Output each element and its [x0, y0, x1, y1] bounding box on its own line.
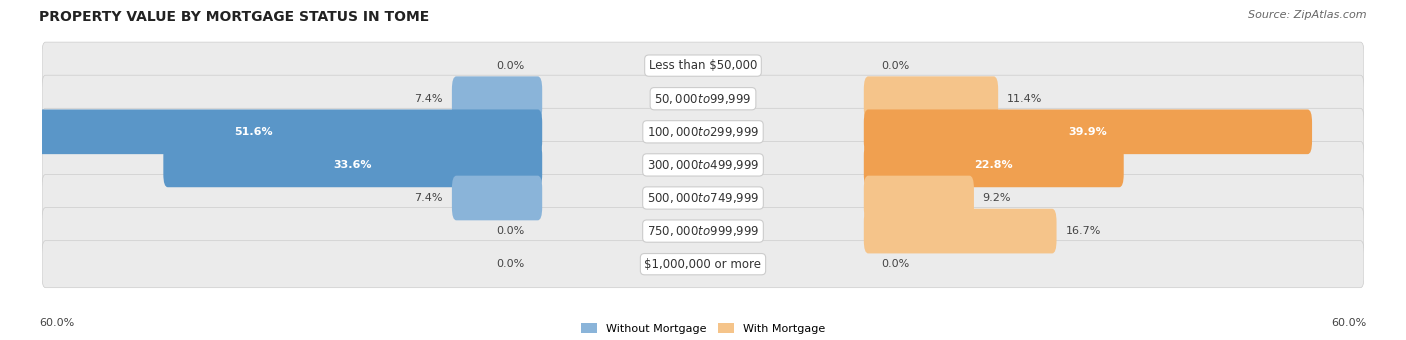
- Legend: Without Mortgage, With Mortgage: Without Mortgage, With Mortgage: [576, 318, 830, 338]
- FancyBboxPatch shape: [42, 208, 1364, 255]
- Text: PROPERTY VALUE BY MORTGAGE STATUS IN TOME: PROPERTY VALUE BY MORTGAGE STATUS IN TOM…: [39, 10, 430, 24]
- FancyBboxPatch shape: [863, 109, 1312, 154]
- Text: $50,000 to $99,999: $50,000 to $99,999: [654, 92, 752, 106]
- Text: 0.0%: 0.0%: [882, 61, 910, 71]
- FancyBboxPatch shape: [42, 174, 1364, 221]
- FancyBboxPatch shape: [863, 142, 1123, 187]
- FancyBboxPatch shape: [42, 241, 1364, 288]
- Text: $750,000 to $999,999: $750,000 to $999,999: [647, 224, 759, 238]
- Text: $300,000 to $499,999: $300,000 to $499,999: [647, 158, 759, 172]
- FancyBboxPatch shape: [863, 76, 998, 121]
- Text: 51.6%: 51.6%: [235, 127, 273, 137]
- FancyBboxPatch shape: [42, 108, 1364, 155]
- Text: Source: ZipAtlas.com: Source: ZipAtlas.com: [1249, 10, 1367, 20]
- FancyBboxPatch shape: [451, 76, 543, 121]
- FancyBboxPatch shape: [163, 142, 543, 187]
- FancyBboxPatch shape: [42, 75, 1364, 122]
- Text: 0.0%: 0.0%: [496, 61, 524, 71]
- FancyBboxPatch shape: [0, 109, 543, 154]
- Text: Less than $50,000: Less than $50,000: [648, 59, 758, 72]
- Text: 7.4%: 7.4%: [415, 94, 443, 104]
- Text: 60.0%: 60.0%: [1331, 318, 1367, 328]
- Text: $1,000,000 or more: $1,000,000 or more: [644, 258, 762, 271]
- FancyBboxPatch shape: [42, 141, 1364, 188]
- FancyBboxPatch shape: [42, 42, 1364, 89]
- Text: 9.2%: 9.2%: [983, 193, 1011, 203]
- Text: 39.9%: 39.9%: [1069, 127, 1108, 137]
- Text: 22.8%: 22.8%: [974, 160, 1014, 170]
- FancyBboxPatch shape: [451, 176, 543, 220]
- Text: 60.0%: 60.0%: [39, 318, 75, 328]
- Text: 11.4%: 11.4%: [1007, 94, 1042, 104]
- Text: 0.0%: 0.0%: [496, 226, 524, 236]
- Text: 0.0%: 0.0%: [496, 259, 524, 269]
- FancyBboxPatch shape: [863, 176, 974, 220]
- Text: $100,000 to $299,999: $100,000 to $299,999: [647, 125, 759, 139]
- Text: 7.4%: 7.4%: [415, 193, 443, 203]
- FancyBboxPatch shape: [863, 209, 1056, 253]
- Text: 0.0%: 0.0%: [882, 259, 910, 269]
- Text: $500,000 to $749,999: $500,000 to $749,999: [647, 191, 759, 205]
- Text: 16.7%: 16.7%: [1066, 226, 1101, 236]
- Text: 33.6%: 33.6%: [333, 160, 373, 170]
